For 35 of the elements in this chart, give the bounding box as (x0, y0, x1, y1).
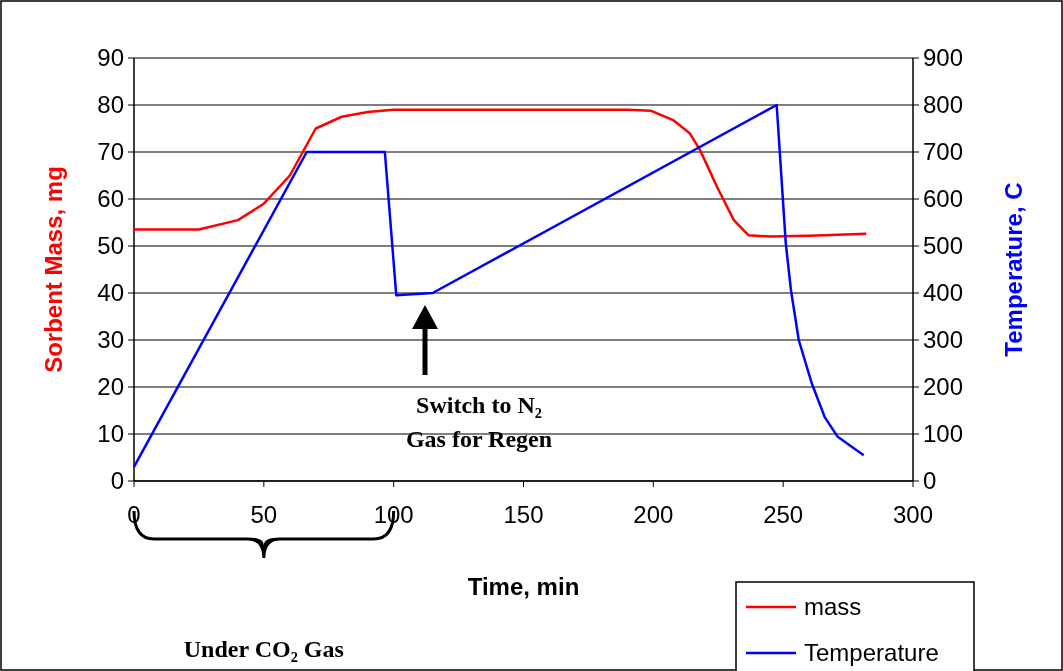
y2-tick-label: 0 (923, 467, 937, 495)
y2-tick-label: 100 (923, 420, 964, 448)
y2-tick-label: 600 (923, 185, 964, 213)
y2-tick-label: 400 (923, 279, 964, 307)
x-tick-label: 150 (503, 501, 544, 528)
y2-tick-label: 200 (923, 373, 964, 401)
x-tick-label: 200 (633, 501, 674, 528)
y-tick-label: 70 (97, 138, 124, 166)
y-tick-label: 0 (110, 467, 124, 495)
y2-axis-title: Temperature, C (1000, 182, 1027, 357)
y2-tick-label: 800 (923, 91, 964, 119)
legend-label: Temperature (804, 639, 939, 667)
line-series (132, 103, 865, 469)
x-tick-label: 50 (250, 501, 278, 528)
y-tick-label: 30 (97, 326, 124, 354)
x-tick-label: 250 (763, 501, 804, 528)
y-tick-label: 90 (97, 44, 124, 72)
y-tick-label: 20 (97, 373, 124, 401)
legend-label: mass (804, 593, 862, 621)
line-series (132, 108, 868, 238)
y2-tick-label: 300 (923, 326, 964, 354)
x-axis-title: Time, min (467, 573, 580, 600)
y2-tick-label: 900 (923, 44, 964, 72)
x-tick-label: 100 (373, 501, 414, 528)
annotation: Switch to N₂ Gas for Regen (405, 392, 553, 452)
y-tick-label: 10 (97, 420, 124, 448)
y-tick-label: 80 (97, 91, 124, 119)
y-tick-label: 60 (97, 185, 124, 213)
y2-tick-label: 500 (923, 232, 964, 260)
y-tick-label: 50 (97, 232, 124, 260)
y2-tick-label: 700 (923, 138, 964, 166)
text: Under CO₂ Gas (183, 636, 344, 662)
x-tick-label: 300 (892, 501, 934, 528)
y-axis-title: Sorbent Mass, mg (40, 166, 67, 373)
y-tick-label: 40 (97, 279, 124, 307)
